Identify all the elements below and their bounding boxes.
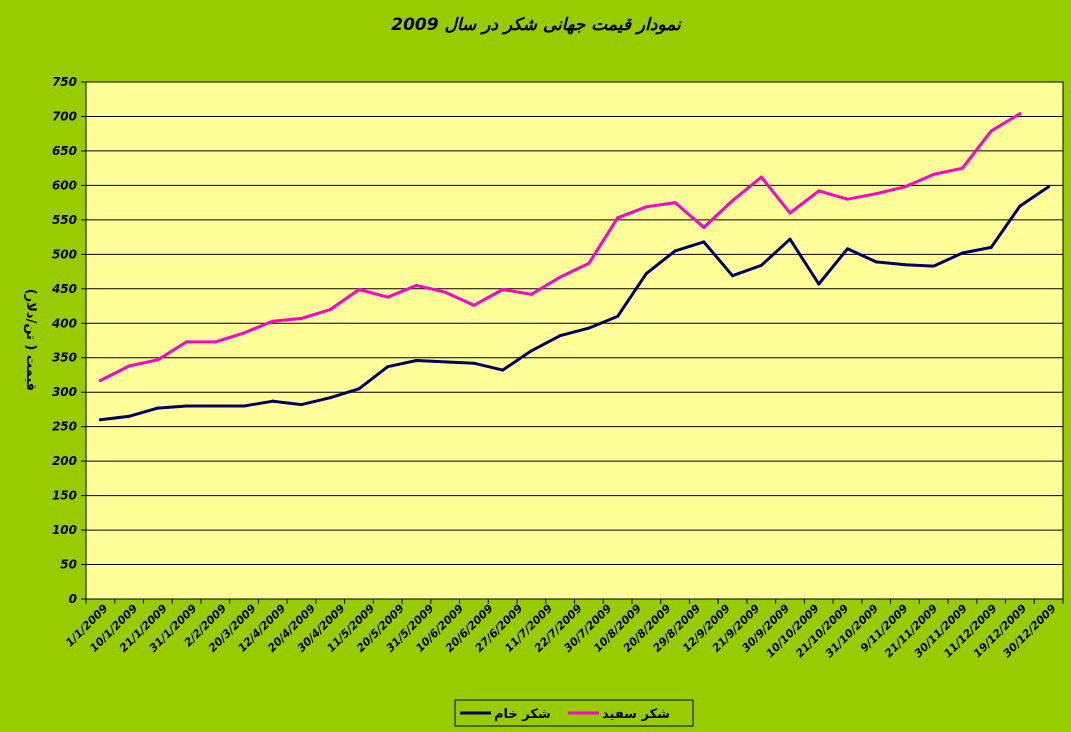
plot-area	[85, 81, 1064, 600]
y-tick-label: 700	[52, 109, 77, 123]
series-lines	[98, 112, 1051, 422]
y-tick-label: 300	[52, 385, 77, 399]
y-tick-label: 400	[51, 316, 77, 330]
data-point-0	[472, 361, 476, 365]
data-point-1	[300, 316, 304, 320]
data-point-0	[874, 260, 878, 264]
y-tick-label: 600	[52, 178, 77, 192]
y-tick-label: 0	[69, 592, 77, 606]
data-point-0	[960, 251, 964, 255]
data-point-1	[386, 295, 390, 299]
data-point-0	[616, 314, 620, 318]
data-point-0	[817, 282, 821, 286]
y-tick-label: 250	[52, 420, 77, 434]
data-point-1	[127, 364, 131, 368]
data-point-0	[443, 360, 447, 364]
data-point-1	[443, 290, 447, 294]
data-point-1	[587, 261, 591, 265]
y-tick-label: 200	[52, 454, 77, 468]
legend: شکر خام شکر سفید	[454, 699, 694, 727]
data-point-1	[328, 307, 332, 311]
data-point-1	[932, 172, 936, 176]
data-point-1	[213, 340, 217, 344]
data-point-1	[731, 199, 735, 203]
data-point-0	[1047, 185, 1051, 189]
data-point-0	[587, 326, 591, 330]
data-point-0	[845, 247, 849, 251]
y-axis-label: قیمت ( تن/دلار)	[23, 289, 38, 391]
y-tick-label: 150	[52, 489, 77, 503]
y-axis-ticks: 0 50 100 150 200 250 300 350 400 450 500 550 600 650 7…	[51, 75, 86, 606]
y-tick-label: 650	[52, 144, 77, 158]
data-point-1	[759, 175, 763, 179]
data-point-1	[1018, 112, 1022, 116]
data-point-1	[156, 358, 160, 362]
data-point-0	[357, 387, 361, 391]
data-point-1	[989, 129, 993, 133]
data-point-0	[386, 365, 390, 369]
data-point-0	[903, 263, 907, 267]
data-point-0	[271, 399, 275, 403]
data-point-1	[558, 275, 562, 279]
data-point-0	[731, 274, 735, 278]
data-point-1	[98, 378, 102, 382]
data-point-1	[673, 201, 677, 205]
data-point-0	[213, 404, 217, 408]
y-tick-label: 500	[52, 247, 77, 261]
data-point-1	[702, 225, 706, 229]
data-point-0	[501, 368, 505, 372]
data-point-1	[616, 216, 620, 220]
data-point-0	[702, 240, 706, 244]
data-point-0	[242, 404, 246, 408]
y-tick-label: 750	[52, 75, 77, 89]
data-point-1	[271, 319, 275, 323]
data-point-1	[357, 287, 361, 291]
legend-label-raw-sugar: شکر خام	[494, 707, 551, 722]
data-point-1	[472, 303, 476, 307]
data-point-1	[817, 189, 821, 193]
data-point-0	[989, 245, 993, 249]
gridlines	[86, 81, 1063, 600]
data-point-1	[185, 340, 189, 344]
y-tick-label: 450	[51, 282, 77, 296]
data-point-0	[156, 406, 160, 410]
y-tick-label: 100	[52, 523, 77, 537]
data-point-1	[874, 192, 878, 196]
data-point-0	[644, 272, 648, 276]
data-point-1	[414, 283, 418, 287]
data-point-1	[501, 287, 505, 291]
y-tick-label: 350	[52, 351, 77, 365]
chart-title: نمودار قیمت جهانی شکر در سال 2009	[391, 15, 682, 35]
data-point-0	[98, 418, 102, 422]
data-point-0	[300, 403, 304, 407]
data-point-0	[185, 404, 189, 408]
data-point-1	[644, 205, 648, 209]
data-point-0	[558, 334, 562, 338]
data-point-0	[127, 414, 131, 418]
data-point-1	[788, 211, 792, 215]
data-point-1	[529, 292, 533, 296]
x-axis-ticks: 1/1/200910/1/200921/1/200931/1/20092/2/2…	[63, 599, 1064, 660]
data-point-0	[759, 263, 763, 267]
data-point-0	[529, 349, 533, 353]
y-tick-label: 550	[52, 213, 77, 227]
data-point-0	[414, 358, 418, 362]
data-point-1	[903, 185, 907, 189]
data-point-0	[932, 264, 936, 268]
y-tick-label: 50	[60, 558, 77, 572]
data-point-0	[328, 396, 332, 400]
series-line-0	[98, 185, 1051, 422]
legend-label-white-sugar: شکر سفید	[602, 707, 670, 722]
data-point-1	[845, 197, 849, 201]
data-point-0	[673, 249, 677, 253]
data-point-0	[788, 237, 792, 241]
data-point-1	[960, 166, 964, 170]
data-point-0	[1018, 204, 1022, 208]
data-point-1	[242, 331, 246, 335]
